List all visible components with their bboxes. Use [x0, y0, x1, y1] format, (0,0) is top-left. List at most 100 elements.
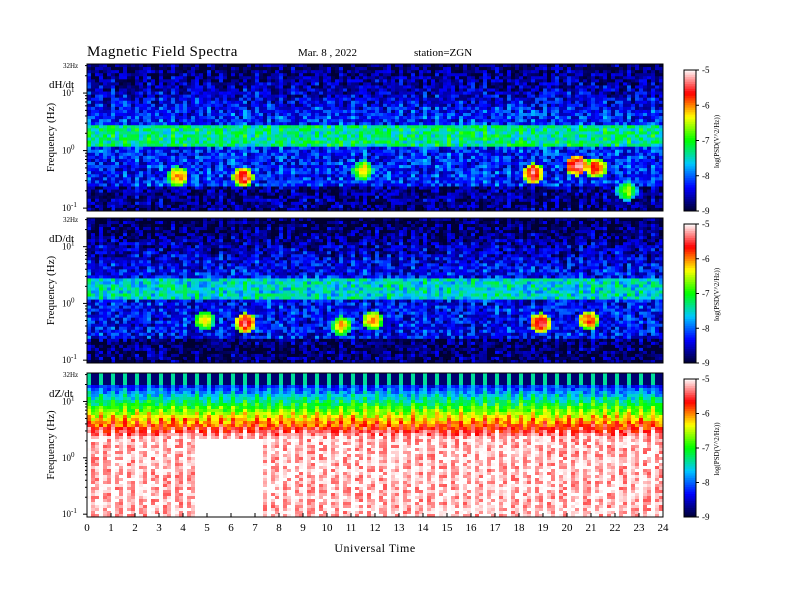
spectrogram-cell [403, 146, 408, 151]
spectrogram-cell [155, 134, 160, 138]
spectrogram-cell [335, 192, 340, 197]
spectrogram-cell [439, 64, 444, 68]
spectrogram-cell [251, 106, 256, 111]
spectrogram-cell [99, 122, 104, 126]
spectrogram-cell [403, 162, 408, 166]
spectrogram-cell [347, 106, 352, 111]
spectrogram-cell [183, 67, 188, 71]
spectrogram-cell [111, 94, 116, 99]
spectrogram-cell [331, 183, 336, 187]
spectrogram-cell [431, 67, 436, 71]
spectrogram-cell [351, 149, 356, 154]
spectrogram-cell [395, 82, 400, 86]
spectrogram-cell [379, 131, 384, 135]
spectrogram-cell [319, 82, 324, 86]
spectrogram-cell [447, 88, 452, 92]
spectrogram-cell [167, 165, 172, 169]
spectrogram-cell [459, 137, 464, 141]
spectrogram-cell [307, 201, 312, 206]
spectrogram-cell [391, 125, 396, 129]
spectrogram-cell [127, 143, 132, 148]
spectrogram-cell [223, 79, 228, 83]
spectrogram-cell [471, 152, 476, 157]
spectrogram-cell [207, 189, 212, 194]
spectrogram-cell [211, 128, 216, 132]
spectrogram-cell [147, 64, 152, 68]
spectrogram-cell [379, 106, 384, 111]
spectrogram-cell [219, 207, 224, 212]
spectrogram-cell [343, 70, 348, 74]
spectrogram-cell [263, 85, 268, 89]
spectrogram-cell [179, 158, 184, 163]
spectrogram-cell [319, 189, 324, 194]
spectrogram-cell [351, 171, 356, 175]
spectrogram-cell [179, 67, 184, 71]
spectrogram-cell [331, 207, 336, 212]
spectrogram-cell [311, 131, 316, 135]
spectrogram-cell [403, 122, 408, 126]
spectrogram-cell [203, 165, 208, 169]
spectrogram-cell [495, 137, 500, 141]
spectrogram-cell [499, 204, 504, 209]
spectrogram-cell [227, 180, 232, 184]
spectrogram-cell [119, 106, 124, 111]
spectrogram-cell [199, 204, 204, 209]
spectrogram-cell [187, 82, 192, 86]
spectrogram-cell [215, 134, 220, 138]
spectrogram-cell [215, 186, 220, 190]
spectrogram-cell [115, 195, 120, 200]
spectrogram-cell [451, 106, 456, 111]
spectrogram-cell [295, 171, 300, 175]
spectrogram-cell [139, 152, 144, 157]
spectrogram-cell [103, 85, 108, 89]
spectrogram-cell [339, 165, 344, 169]
spectrogram-cell [487, 183, 492, 187]
spectrogram-cell [195, 97, 200, 102]
spectrogram-cell [135, 113, 140, 117]
spectrogram-cell [423, 113, 428, 117]
spectrogram-cell [487, 91, 492, 96]
spectrogram-cell [291, 97, 296, 102]
spectrogram-cell [439, 186, 444, 190]
spectrogram-cell [251, 103, 256, 108]
spectrogram-cell [471, 131, 476, 135]
spectrogram-cell [211, 103, 216, 108]
spectrogram-cell [331, 113, 336, 117]
spectrogram-cell [151, 88, 156, 92]
spectrogram-cell [263, 152, 268, 157]
spectrogram-cell [207, 73, 212, 77]
spectrogram-cell [91, 146, 96, 151]
spectrogram-cell [207, 140, 212, 145]
spectrogram-cell [367, 88, 372, 92]
spectrogram-cell [271, 79, 276, 83]
spectrogram-cell [491, 100, 496, 105]
spectrogram-cell [459, 88, 464, 92]
spectrogram-cell [275, 91, 280, 96]
spectrogram-cell [435, 103, 440, 108]
spectrogram-cell [375, 82, 380, 86]
spectrogram-cell [91, 183, 96, 187]
spectrogram-cell [391, 137, 396, 141]
spectrogram-cell [319, 125, 324, 129]
spectrogram-cell [259, 183, 264, 187]
spectrogram-cell [167, 149, 172, 154]
spectrogram-cell [407, 174, 412, 178]
spectrogram-cell [203, 79, 208, 83]
spectrogram-cell [491, 134, 496, 138]
spectrogram-cell [155, 195, 160, 200]
spectrogram-cell [167, 207, 172, 212]
spectrogram-cell [487, 201, 492, 206]
spectrogram-cell [311, 183, 316, 187]
spectrogram-cell [287, 88, 292, 92]
spectrogram-cell [123, 125, 128, 129]
spectrogram-cell [407, 88, 412, 92]
spectrogram-cell [179, 94, 184, 99]
spectrogram-cell [255, 128, 260, 132]
spectrogram-cell [227, 97, 232, 102]
spectrogram-cell [135, 162, 140, 166]
spectrogram-cell [271, 76, 276, 80]
spectrogram-cell [315, 131, 320, 135]
spectrogram-cell [263, 195, 268, 200]
spectrogram-cell [139, 128, 144, 132]
spectrogram-cell [203, 131, 208, 135]
